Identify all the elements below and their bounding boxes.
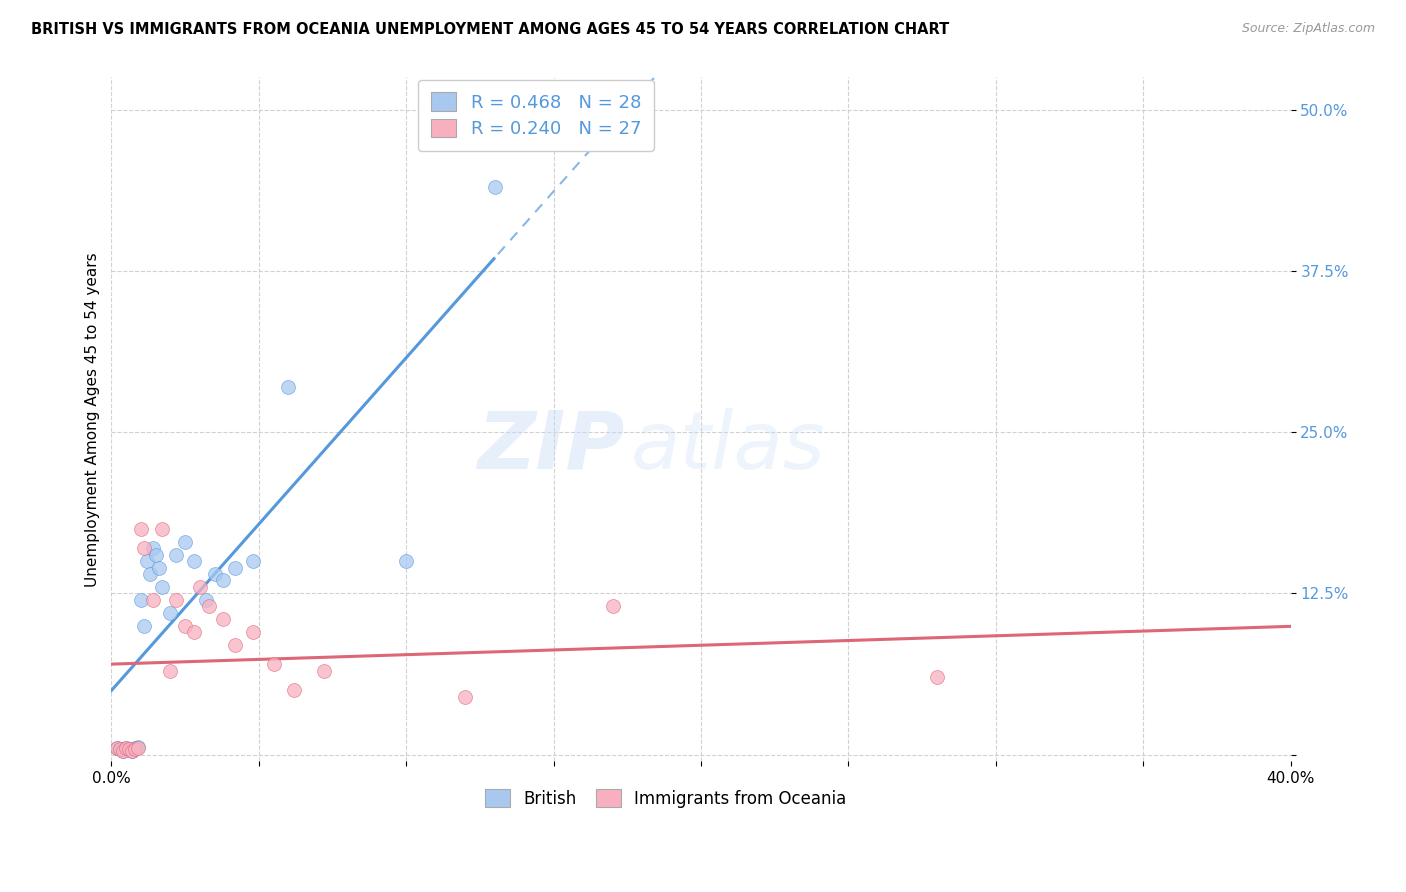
Point (112, 744, 135, 758)
Point (129, 592, 152, 607)
Point (150, 522, 173, 536)
Point (242, 625, 264, 640)
Point (115, 741, 138, 756)
Point (110, 742, 132, 756)
Point (197, 599, 219, 614)
Legend: British, Immigrants from Oceania: British, Immigrants from Oceania (478, 783, 853, 814)
Point (242, 554, 264, 568)
Point (188, 580, 211, 594)
Point (112, 744, 135, 758)
Point (395, 554, 418, 568)
Point (148, 560, 170, 574)
Point (263, 657, 285, 672)
Point (121, 744, 143, 758)
Point (174, 618, 197, 632)
Text: atlas: atlas (630, 408, 825, 485)
Point (283, 683, 305, 698)
Point (132, 541, 155, 556)
Point (204, 567, 226, 582)
Point (174, 534, 197, 549)
Point (194, 592, 217, 607)
Point (105, 741, 128, 756)
Point (124, 742, 146, 756)
Point (105, 741, 128, 756)
Point (110, 742, 132, 756)
Point (127, 741, 149, 756)
Point (925, 670, 948, 684)
Point (159, 606, 181, 620)
Text: ZIP: ZIP (477, 408, 624, 485)
Point (183, 625, 205, 640)
Point (142, 592, 165, 607)
Point (115, 741, 138, 756)
Point (312, 664, 335, 678)
Point (124, 741, 146, 756)
Point (118, 742, 141, 756)
Point (212, 612, 235, 626)
Point (165, 548, 187, 562)
Point (224, 638, 246, 652)
Point (135, 554, 157, 568)
Point (138, 567, 160, 582)
Point (121, 744, 143, 758)
Point (118, 742, 141, 756)
Point (165, 592, 187, 607)
Text: BRITISH VS IMMIGRANTS FROM OCEANIA UNEMPLOYMENT AMONG AGES 45 TO 54 YEARS CORREL: BRITISH VS IMMIGRANTS FROM OCEANIA UNEMP… (31, 22, 949, 37)
Point (132, 618, 155, 632)
Point (183, 554, 205, 568)
Point (602, 599, 624, 614)
Text: Source: ZipAtlas.com: Source: ZipAtlas.com (1241, 22, 1375, 36)
Point (159, 664, 181, 678)
Point (142, 541, 165, 556)
Point (224, 560, 246, 574)
Point (454, 690, 477, 704)
Point (484, 180, 506, 194)
Y-axis label: Unemployment Among Ages 45 to 54 years: Unemployment Among Ages 45 to 54 years (86, 252, 100, 587)
Point (150, 580, 173, 594)
Point (212, 574, 235, 588)
Point (129, 522, 152, 536)
Point (145, 548, 167, 562)
Point (277, 380, 299, 394)
Point (127, 739, 149, 754)
